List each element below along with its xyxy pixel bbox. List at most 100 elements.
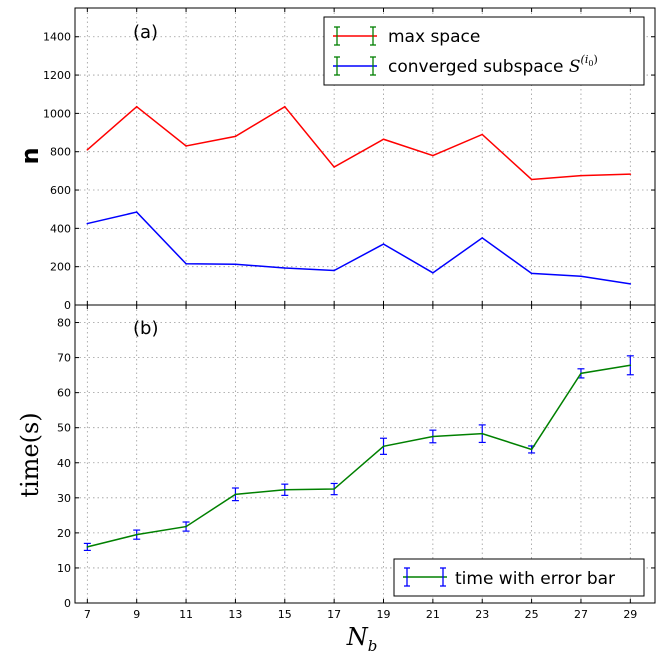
y-tick-label: 80 xyxy=(57,317,71,330)
panel-a-series xyxy=(86,105,632,285)
y-tick-label: 20 xyxy=(57,527,71,540)
series-line-a-1 xyxy=(87,211,631,285)
legend-b-label-0: time with error bar xyxy=(455,569,615,589)
data-point xyxy=(185,145,187,147)
x-tick-label: 13 xyxy=(228,608,242,621)
data-point xyxy=(530,178,533,181)
data-point xyxy=(382,138,385,141)
y-tick-label: 200 xyxy=(50,261,71,274)
data-point xyxy=(432,272,434,274)
x-tick-label: 17 xyxy=(327,608,341,621)
series-line-a-0 xyxy=(86,105,631,181)
x-tick-label: 29 xyxy=(623,608,637,621)
y-tick-label: 600 xyxy=(50,184,71,197)
legend-a-label-0: max space xyxy=(388,27,480,47)
legend-a-label-1-close: ) xyxy=(593,53,597,66)
x-tick-label: 9 xyxy=(133,608,140,621)
x-tick-label: 19 xyxy=(377,608,391,621)
legend-a-symbol-1 xyxy=(333,56,377,76)
data-point xyxy=(86,222,89,225)
legend-b-entries xyxy=(403,567,447,587)
legend-b-symbol-0 xyxy=(403,567,447,587)
data-point xyxy=(481,133,484,136)
data-point xyxy=(234,135,237,138)
x-axis-label-sub: b xyxy=(368,637,378,655)
series-line-b-0 xyxy=(87,364,631,548)
data-point xyxy=(481,237,484,239)
data-point xyxy=(481,432,484,435)
data-point xyxy=(629,173,632,175)
y-tick-label: 40 xyxy=(57,457,71,470)
x-tick-label: 7 xyxy=(84,608,91,621)
data-point xyxy=(234,493,237,496)
data-point xyxy=(580,174,582,177)
data-point xyxy=(333,166,335,168)
y-tick-label: 0 xyxy=(64,597,71,610)
data-point xyxy=(530,272,533,275)
data-point xyxy=(135,211,138,213)
x-tick-label: 21 xyxy=(426,608,440,621)
data-point xyxy=(135,105,138,108)
data-point xyxy=(333,488,335,490)
y-tick-label: 10 xyxy=(57,562,71,575)
legend-a-symbol-0 xyxy=(333,26,377,46)
data-point xyxy=(530,448,533,451)
data-point xyxy=(135,533,138,536)
data-point xyxy=(382,243,385,245)
legend-a-label-1-sup: (i xyxy=(581,53,589,66)
panel-a-label: (a) xyxy=(133,22,158,43)
y-tick-label: 1200 xyxy=(43,69,71,82)
data-point xyxy=(185,263,187,265)
x-tick-label: 25 xyxy=(525,608,539,621)
legend-a-entries xyxy=(333,26,377,76)
panel-b-label: (b) xyxy=(133,318,158,339)
panel-b-grid xyxy=(75,305,655,604)
panel-a: 0 200 400 600 800 1000 1200 1400 (a) max space … xyxy=(16,7,656,312)
data-point xyxy=(432,154,434,157)
data-point xyxy=(580,275,582,278)
y-tick-label: 70 xyxy=(57,352,71,365)
x-axis-label: Nb xyxy=(346,623,378,655)
panel-b: 7 9 11 13 15 17 19 21 23 25 27 2901020304050607080 … xyxy=(16,304,656,655)
panel-b-ylabel: time(s) xyxy=(16,412,44,497)
data-point xyxy=(283,267,286,269)
x-tick-label: 15 xyxy=(278,608,292,621)
panel-a-legend: max space converged subspace S(i0) xyxy=(323,16,645,86)
y-tick-label: 1400 xyxy=(43,31,71,44)
legend-a-label-1: converged subspace S(i0) xyxy=(388,53,598,77)
panel-b-series xyxy=(83,355,634,552)
legend-a-box xyxy=(323,16,645,86)
x-axis-label-main: N xyxy=(346,623,369,651)
y-tick-label: 400 xyxy=(50,222,71,235)
data-point xyxy=(382,445,385,448)
panel-a-ylabel: n xyxy=(16,147,44,164)
data-point xyxy=(432,435,434,438)
data-point xyxy=(283,488,286,491)
panel-b-legend: time with error bar xyxy=(393,558,645,597)
data-point xyxy=(283,105,286,108)
y-tick-label: 800 xyxy=(50,146,71,159)
y-tick-label: 0 xyxy=(64,299,71,312)
data-point xyxy=(185,525,187,528)
data-point xyxy=(333,269,335,272)
data-point xyxy=(629,283,632,285)
panel-b-ticks: 7 9 11 13 15 17 19 21 23 25 27 29 0 10 20 30 40 50 60 70 80 xyxy=(57,305,655,621)
x-tick-label: 11 xyxy=(179,608,193,621)
panel-b-frame xyxy=(74,304,656,604)
data-point xyxy=(629,364,632,367)
data-point xyxy=(234,263,237,265)
panel-a-ticks: 0 200 400 600 800 1000 1200 1400 xyxy=(43,8,655,312)
legend-a-label-1-sub: 0 xyxy=(588,59,593,68)
y-tick-label: 30 xyxy=(57,492,71,505)
data-point xyxy=(86,148,89,151)
y-tick-label: 1000 xyxy=(43,107,71,120)
legend-a-label-1-text: converged subspace xyxy=(388,57,569,77)
data-point xyxy=(86,546,89,548)
x-tick-label: 23 xyxy=(475,608,489,621)
y-tick-label: 60 xyxy=(57,387,71,400)
y-tick-label: 50 xyxy=(57,422,71,435)
x-tick-label: 27 xyxy=(574,608,588,621)
data-point xyxy=(580,372,582,375)
legend-a-label-1-math: S xyxy=(569,57,581,77)
